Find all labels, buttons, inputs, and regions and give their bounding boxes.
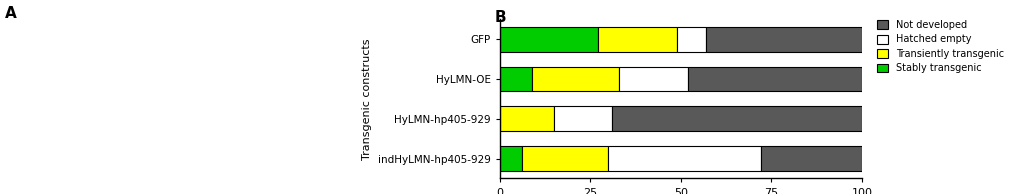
Bar <box>499 146 521 171</box>
Bar <box>611 107 861 131</box>
Bar <box>619 67 688 91</box>
Bar <box>553 107 611 131</box>
Bar <box>499 107 553 131</box>
Text: B: B <box>494 10 505 25</box>
Bar <box>532 67 619 91</box>
Bar <box>597 27 677 52</box>
Bar <box>688 67 861 91</box>
Text: A: A <box>5 6 17 21</box>
Bar <box>760 146 861 171</box>
Y-axis label: Transgenic constructs: Transgenic constructs <box>362 38 372 160</box>
Bar <box>705 27 861 52</box>
Legend: Not developed, Hatched empty, Transiently transgenic, Stably transgenic: Not developed, Hatched empty, Transientl… <box>872 16 1007 77</box>
Bar <box>677 27 705 52</box>
Bar <box>499 67 532 91</box>
Bar <box>499 27 597 52</box>
Bar <box>607 146 760 171</box>
Bar <box>521 146 607 171</box>
